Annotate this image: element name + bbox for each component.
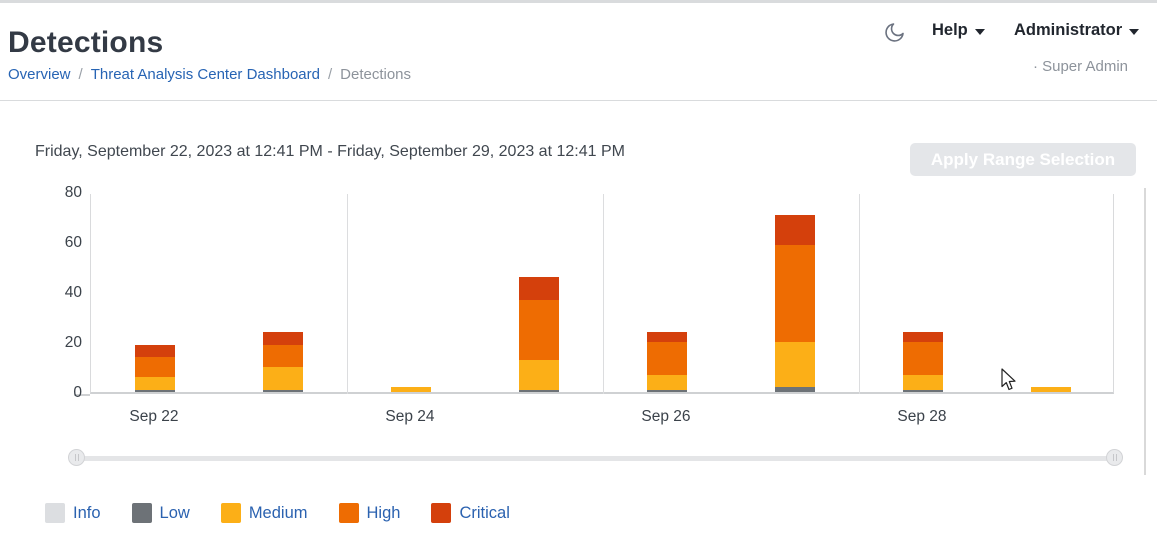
bar-segment-low	[135, 389, 175, 392]
slider-handle-start[interactable]	[68, 449, 85, 466]
user-menu[interactable]: Administrator	[1014, 21, 1140, 40]
legend-item-low[interactable]: Low	[131, 503, 190, 523]
bar-segment-high	[647, 342, 687, 375]
date-range-label: Friday, September 22, 2023 at 12:41 PM -…	[35, 143, 625, 160]
bar-segment-medium	[391, 387, 431, 392]
breadcrumb-separator: /	[327, 66, 333, 83]
detections-chart: 0 20 40 60 80 Sep 22 Sep 24 Sep 26 Sep 28	[0, 184, 1157, 436]
bar-segment-critical	[903, 332, 943, 342]
y-axis-tick-label: 40	[64, 284, 82, 301]
info-swatch-icon	[45, 503, 65, 523]
legend-item-medium[interactable]: Medium	[220, 503, 308, 523]
user-menu-label: Administrator	[1014, 21, 1123, 39]
vertical-scrollbar-thumb[interactable]	[1144, 188, 1146, 475]
bar-segment-medium	[775, 342, 815, 387]
stacked-bar-sep-29[interactable]	[1031, 387, 1071, 392]
breadcrumb: Overview / Threat Analysis Center Dashboar…	[8, 66, 411, 83]
critical-swatch-icon	[431, 503, 452, 523]
legend-item-critical[interactable]: Critical	[431, 503, 510, 523]
bar-segment-critical	[263, 332, 303, 345]
page-title: Detections	[8, 26, 164, 59]
bar-segment-critical	[135, 344, 175, 357]
bar-segment-medium	[135, 377, 175, 390]
dark-mode-toggle[interactable]	[882, 20, 908, 46]
x-axis-tick-label: Sep 22	[129, 408, 179, 425]
bar-segment-low	[903, 389, 943, 392]
bar-segment-low	[647, 389, 687, 392]
stacked-bar-sep-22[interactable]	[135, 344, 175, 392]
plot-area	[90, 194, 1114, 394]
legend-label: Low	[159, 503, 190, 522]
x-axis-baseline-extension	[74, 394, 90, 396]
y-axis-tick-label: 60	[64, 234, 82, 251]
x-axis-tick-label: Sep 28	[897, 408, 947, 425]
bar-segment-critical	[775, 214, 815, 245]
stacked-bar-sep-25[interactable]	[519, 277, 559, 392]
breadcrumb-current: Detections	[340, 66, 412, 83]
bar-segment-low	[263, 389, 303, 392]
chevron-down-icon	[1129, 29, 1140, 35]
legend-item-info[interactable]: Info	[45, 503, 101, 523]
low-swatch-icon	[131, 503, 152, 523]
gridline-vertical	[603, 194, 604, 394]
bar-segment-medium	[903, 374, 943, 390]
stacked-bar-sep-27[interactable]	[775, 214, 815, 392]
chevron-down-icon	[974, 29, 985, 35]
y-axis-tick-label: 20	[64, 334, 82, 351]
legend-item-high[interactable]: High	[338, 503, 401, 523]
stacked-bar-sep-28[interactable]	[903, 332, 943, 392]
bar-segment-high	[135, 357, 175, 377]
chart-legend: Info Low Medium High Critical	[45, 503, 510, 523]
gridline-vertical	[859, 194, 860, 394]
legend-label: Critical	[459, 503, 510, 522]
moon-icon	[883, 23, 907, 47]
breadcrumb-link-threat-analysis-center-dashboard[interactable]: Threat Analysis Center Dashboard	[90, 66, 320, 83]
stacked-bar-sep-23[interactable]	[263, 332, 303, 392]
bar-segment-high	[263, 344, 303, 367]
legend-label: Info	[73, 503, 101, 522]
mouse-cursor-icon	[1000, 368, 1018, 392]
time-range-slider	[0, 448, 1157, 468]
legend-label: High	[366, 503, 401, 522]
bar-segment-medium	[1031, 387, 1071, 392]
stacked-bar-sep-24[interactable]	[391, 387, 431, 392]
y-axis-tick-label: 80	[64, 184, 82, 201]
stacked-bar-sep-26[interactable]	[647, 332, 687, 392]
help-menu[interactable]: Help	[932, 21, 985, 40]
bar-segment-low	[519, 389, 559, 392]
user-role-label: · Super Admin	[1032, 58, 1128, 75]
breadcrumb-link-overview[interactable]: Overview	[8, 66, 71, 83]
legend-label: Medium	[248, 503, 308, 522]
bar-segment-critical	[647, 332, 687, 342]
breadcrumb-separator: /	[78, 66, 83, 83]
slider-handle-end[interactable]	[1106, 449, 1123, 466]
header-divider	[0, 100, 1157, 101]
bar-segment-medium	[647, 374, 687, 390]
bar-segment-high	[903, 342, 943, 375]
bar-segment-critical	[519, 277, 559, 300]
bar-segment-medium	[519, 359, 559, 390]
slider-track[interactable]	[76, 456, 1118, 461]
bar-segment-low	[775, 387, 815, 392]
x-axis-tick-label: Sep 26	[641, 408, 691, 425]
high-swatch-icon	[338, 503, 359, 523]
window-top-border	[0, 0, 1157, 3]
help-menu-label: Help	[932, 21, 968, 39]
gridline-vertical	[347, 194, 348, 394]
x-axis-tick-label: Sep 24	[385, 408, 435, 425]
medium-swatch-icon	[220, 503, 241, 523]
y-axis-tick-label: 0	[73, 384, 82, 401]
apply-range-selection-button[interactable]: Apply Range Selection	[910, 143, 1136, 176]
bar-segment-high	[775, 244, 815, 342]
bar-segment-medium	[263, 367, 303, 390]
bar-segment-high	[519, 299, 559, 360]
